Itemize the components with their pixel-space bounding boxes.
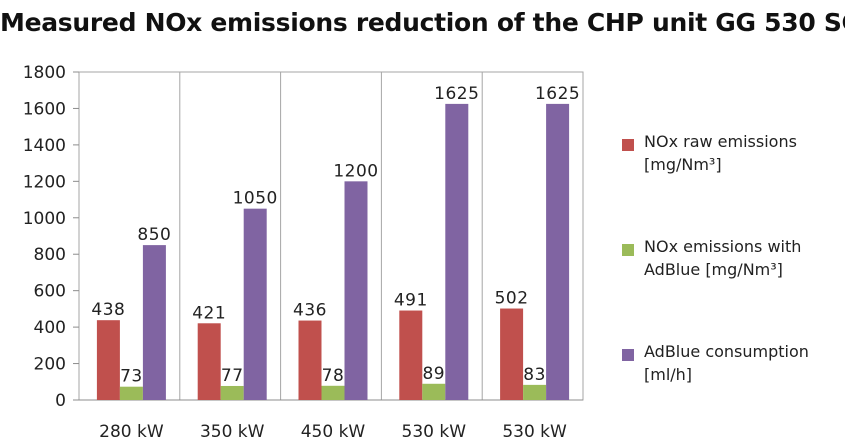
x-tick-label: 530 kW bbox=[502, 422, 567, 442]
bar bbox=[500, 308, 524, 400]
y-tick-label: 600 bbox=[34, 282, 66, 302]
legend-swatch-adblue-consumption bbox=[622, 349, 634, 361]
y-tick-label: 1800 bbox=[23, 63, 66, 83]
y-tick-label: 1000 bbox=[23, 209, 66, 229]
y-tick-label: 1400 bbox=[23, 136, 66, 156]
data-label: 78 bbox=[322, 366, 345, 386]
y-tick-label: 400 bbox=[34, 318, 66, 338]
legend-label-nox-adblue: NOx emissions with AdBlue [mg/Nm³] bbox=[644, 237, 802, 279]
bar bbox=[546, 103, 570, 400]
y-tick-label: 1600 bbox=[23, 99, 66, 119]
legend-swatch-nox-raw bbox=[622, 139, 634, 151]
bar bbox=[523, 384, 547, 400]
data-label: 1625 bbox=[434, 84, 479, 104]
bar bbox=[220, 385, 244, 400]
bar bbox=[399, 310, 423, 400]
chart-title: Measured NOx emissions reduction of the … bbox=[0, 8, 845, 37]
data-label: 89 bbox=[422, 364, 445, 384]
bar bbox=[321, 385, 345, 400]
data-label: 83 bbox=[523, 365, 546, 385]
bar bbox=[142, 245, 166, 400]
data-label: 1050 bbox=[233, 189, 278, 209]
y-tick-label: 1200 bbox=[23, 172, 66, 192]
y-tick-label: 200 bbox=[34, 355, 66, 375]
x-tick-label: 280 kW bbox=[99, 422, 164, 442]
x-tick-label: 530 kW bbox=[402, 422, 467, 442]
bar bbox=[445, 103, 469, 400]
bar bbox=[119, 386, 143, 400]
bar bbox=[422, 383, 446, 400]
x-tick-label: 350 kW bbox=[200, 422, 265, 442]
y-tick-label: 0 bbox=[55, 391, 66, 411]
data-label: 1625 bbox=[535, 84, 580, 104]
bar bbox=[96, 320, 120, 400]
data-label: 73 bbox=[120, 367, 143, 387]
data-label: 1200 bbox=[333, 161, 378, 181]
data-label: 77 bbox=[221, 366, 244, 386]
data-label: 438 bbox=[91, 300, 125, 320]
y-tick-label: 800 bbox=[34, 245, 66, 265]
data-label: 850 bbox=[137, 225, 171, 245]
legend-label-adblue-consumption: AdBlue consumption [ml/h] bbox=[644, 342, 809, 384]
bar bbox=[243, 208, 267, 400]
legend-label-nox-raw: NOx raw emissions [mg/Nm³] bbox=[644, 132, 797, 174]
data-label: 436 bbox=[293, 301, 327, 321]
data-label: 421 bbox=[192, 303, 226, 323]
bar bbox=[298, 320, 322, 400]
x-tick-label: 450 kW bbox=[301, 422, 366, 442]
data-label: 502 bbox=[495, 289, 529, 309]
bar bbox=[197, 323, 221, 400]
legend-swatch-nox-adblue bbox=[622, 244, 634, 256]
data-label: 491 bbox=[394, 291, 428, 311]
bar bbox=[344, 181, 368, 400]
